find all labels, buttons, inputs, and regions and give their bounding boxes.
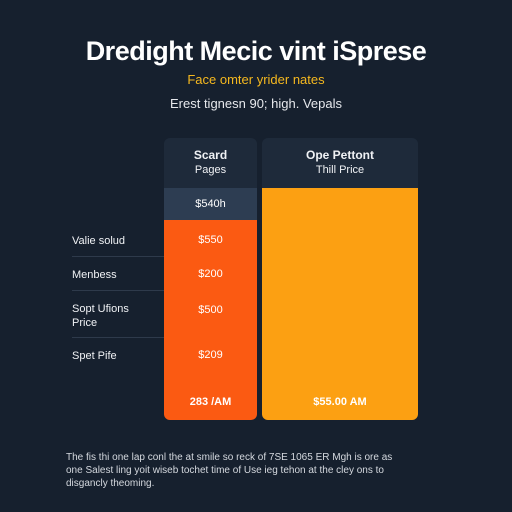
plan-footer-left: 283 /AM <box>189 396 232 408</box>
plan-name-right: Ope Pettont <box>306 148 374 162</box>
page-tagline: Erest tignesn 90; high. Vepals <box>169 96 342 111</box>
footnote: The fis thi one lap conl the at smile so… <box>66 452 393 489</box>
row-divider <box>72 290 164 291</box>
row-divider <box>72 337 164 338</box>
plan-subname-right: Thill Price <box>315 164 365 176</box>
cell-value-1: $550 <box>198 234 223 246</box>
cell-value-3: $500 <box>198 304 223 316</box>
plan-body-left: $550 $200 $500 $209 283 /AM <box>164 220 257 420</box>
plan-header-left: Scard Pages <box>164 138 257 188</box>
plan-column-left[interactable]: Scard Pages $540h $550 $200 $500 $209 28… <box>164 138 257 420</box>
row-label-members: Menbess <box>72 269 117 281</box>
row-label-spot-price: Spet Pife <box>72 350 117 362</box>
plan-subname-left: Pages <box>194 164 227 176</box>
cell-value-4: $209 <box>198 349 223 361</box>
cell-value-2: $200 <box>198 268 223 280</box>
plan-body-right: $55.00 AM <box>262 188 418 420</box>
row-label-options-price: Sopt Ufions Price <box>72 303 129 329</box>
plan-footer-right: $55.00 AM <box>313 396 367 408</box>
row-divider <box>72 256 164 257</box>
page-title: Dredight Mecic vint iSprese <box>85 36 427 66</box>
plan-price-left: $540h <box>164 188 257 220</box>
page-subtitle: Face omter yrider nates <box>187 72 325 87</box>
row-label-value-sold: Valie solud <box>72 235 125 247</box>
plan-column-right[interactable]: Ope Pettont Thill Price $55.00 AM <box>262 138 418 420</box>
plan-header-right: Ope Pettont Thill Price <box>262 138 418 188</box>
plan-name-left: Scard <box>193 148 228 162</box>
